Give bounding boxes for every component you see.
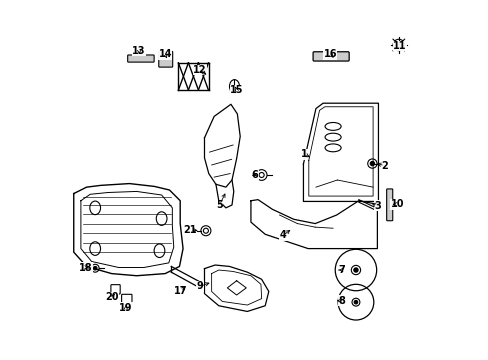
Text: 14: 14	[158, 49, 172, 59]
FancyBboxPatch shape	[386, 189, 392, 221]
Text: 3: 3	[374, 201, 380, 211]
Text: 15: 15	[229, 85, 243, 95]
Text: 21: 21	[183, 225, 197, 235]
Text: 2: 2	[381, 161, 387, 171]
Text: 8: 8	[338, 296, 345, 306]
Text: 18: 18	[79, 262, 92, 273]
Text: 6: 6	[251, 170, 258, 180]
Circle shape	[353, 300, 357, 304]
Text: 17: 17	[174, 287, 187, 296]
Text: 4: 4	[279, 230, 286, 240]
FancyBboxPatch shape	[312, 52, 348, 61]
Text: 12: 12	[193, 65, 206, 75]
Circle shape	[369, 161, 374, 166]
Circle shape	[353, 268, 357, 272]
Text: 16: 16	[323, 49, 336, 59]
Text: 11: 11	[392, 41, 406, 51]
Text: 20: 20	[105, 292, 119, 302]
Text: 7: 7	[338, 265, 345, 275]
Text: 10: 10	[390, 199, 403, 209]
Text: 9: 9	[196, 282, 203, 292]
Text: 1: 1	[301, 149, 307, 159]
Text: 5: 5	[216, 200, 223, 210]
Text: 13: 13	[132, 46, 145, 56]
Circle shape	[93, 266, 97, 270]
Text: 19: 19	[119, 303, 132, 313]
FancyBboxPatch shape	[127, 55, 154, 62]
FancyBboxPatch shape	[111, 285, 120, 294]
Circle shape	[395, 42, 401, 48]
FancyBboxPatch shape	[159, 51, 172, 67]
FancyBboxPatch shape	[122, 294, 132, 305]
